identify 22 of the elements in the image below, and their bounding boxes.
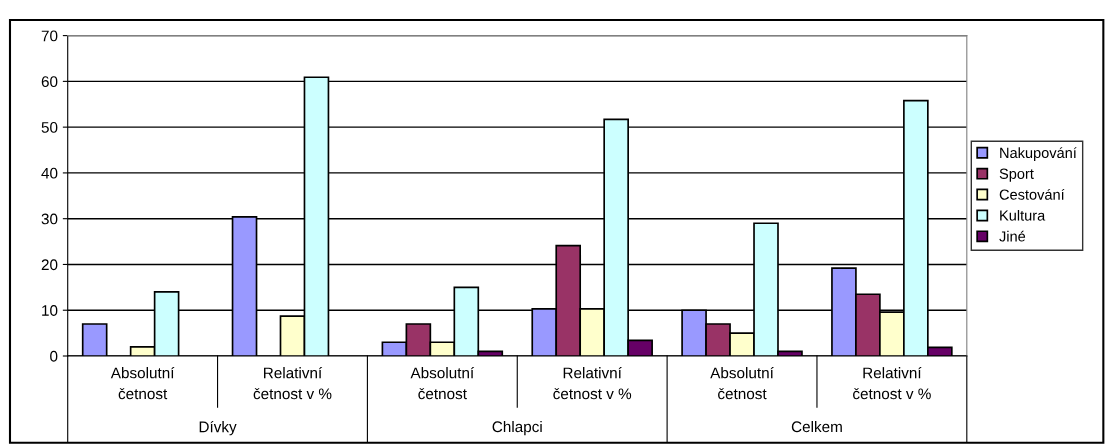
text: Dívky — [199, 420, 237, 436]
x-tick-label: Relativní četnost v % — [253, 366, 332, 400]
x-tick-label: Relativní četnost v % — [553, 366, 632, 400]
legend-label: Sport — [999, 168, 1034, 182]
x-tick-label: Absolutní četnost — [710, 366, 774, 400]
y-tick-label: 10 — [42, 305, 58, 316]
y-tick-label: 70 — [41, 30, 58, 42]
legend-label: Nakupování — [1000, 147, 1077, 161]
legend-label: Kultura — [1000, 209, 1046, 221]
legend-label: Cestování — [999, 188, 1065, 200]
x-tick-label: Absolutní četnost — [410, 366, 475, 400]
text: Celkem — [791, 420, 842, 433]
text: Chlapci — [492, 420, 542, 436]
x-tick-label: Relativní četnost v % — [853, 366, 931, 400]
y-tick-label: 60 — [41, 76, 58, 88]
x-tick-label: Absolutní četnost — [110, 366, 175, 400]
y-tick-label: 0 — [50, 350, 58, 362]
y-tick-label: 40 — [41, 167, 58, 179]
y-tick-label: 30 — [41, 213, 58, 225]
y-tick-label: 50 — [41, 122, 58, 133]
legend-label: Jiné — [999, 230, 1026, 242]
y-tick-label: 20 — [41, 259, 58, 271]
